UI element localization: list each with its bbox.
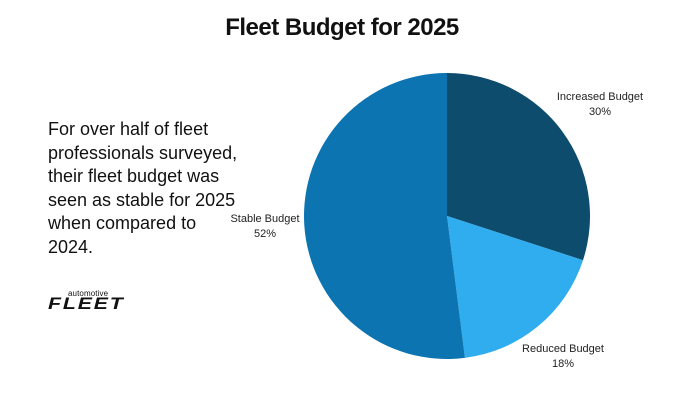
pie-slice-reduced bbox=[447, 216, 584, 358]
slice-value-increased: 30% bbox=[589, 106, 611, 118]
pie-slice-increased bbox=[447, 73, 590, 261]
slice-label-reduced: Reduced Budget bbox=[522, 343, 604, 355]
slice-value-stable: 52% bbox=[254, 228, 276, 240]
pie-slice-stable bbox=[304, 73, 465, 359]
logo-main-text: FLEET bbox=[48, 294, 125, 313]
logo-top-text: automotive bbox=[68, 289, 109, 298]
automotive-fleet-logo: automotive FLEET bbox=[48, 289, 138, 313]
slice-value-reduced: 18% bbox=[552, 358, 574, 370]
slice-label-stable: Stable Budget bbox=[230, 213, 299, 225]
slice-label-increased: Increased Budget bbox=[557, 91, 643, 103]
summary-text: For over half of fleet professionals sur… bbox=[48, 119, 238, 257]
chart-title: Fleet Budget for 2025 bbox=[225, 14, 459, 41]
